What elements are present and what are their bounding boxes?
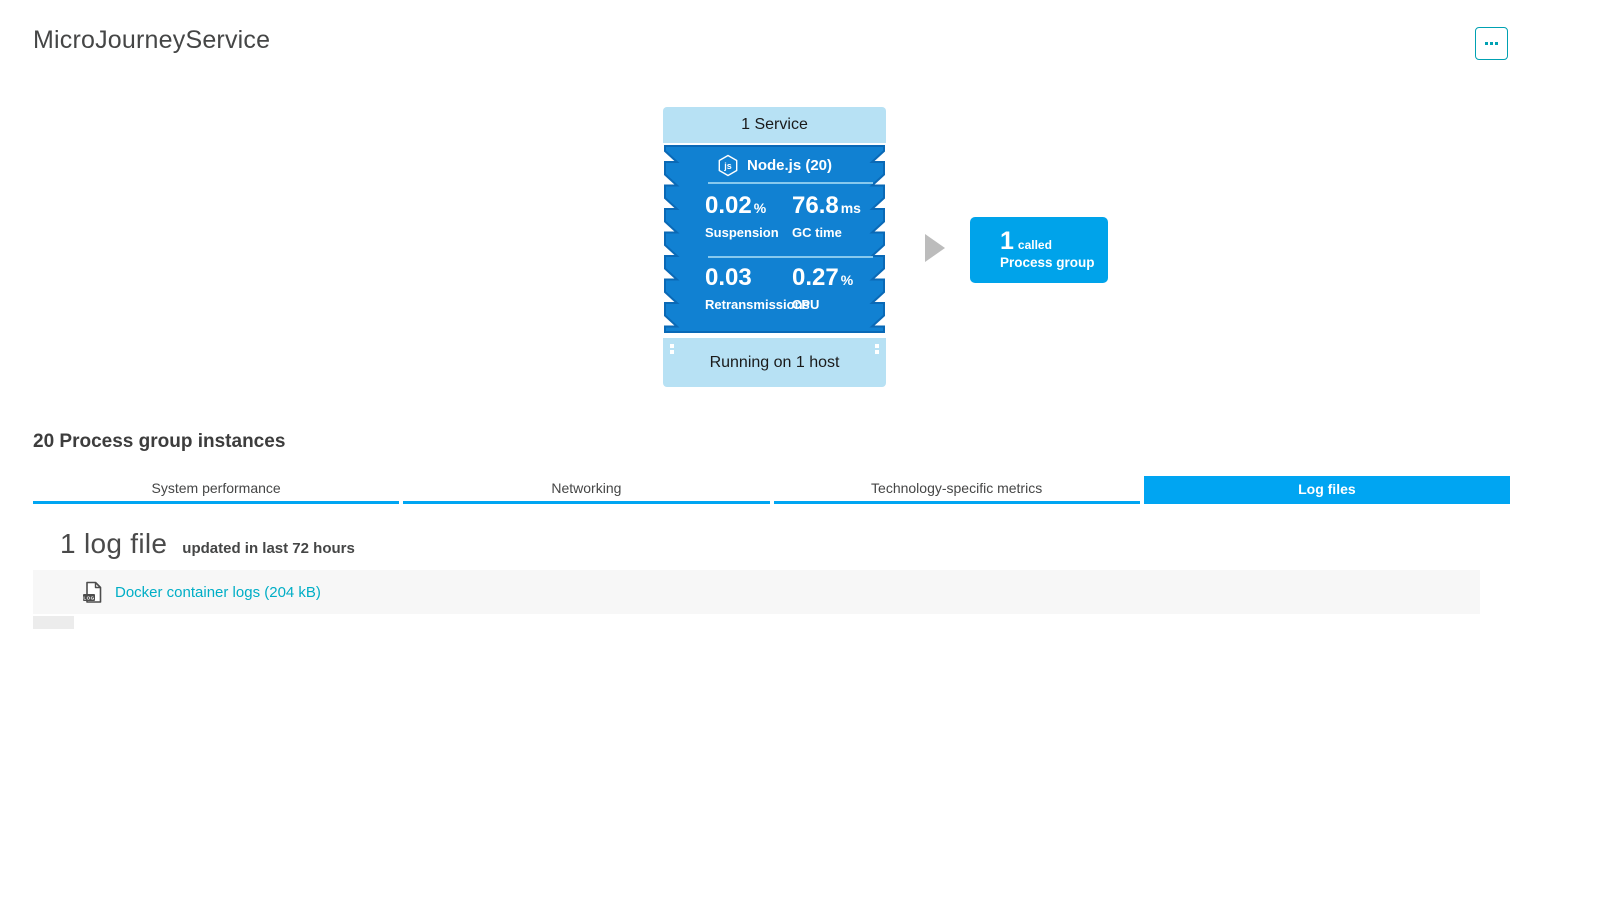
service-detail-panel[interactable]: js Node.js (20) 0.02% Suspension 76.8 ms … [663, 145, 886, 333]
log-file-row[interactable]: LOG Docker container logs (204 kB) [33, 570, 1480, 614]
metric-cpu: 0.27% CPU [792, 264, 854, 312]
more-button[interactable] [1475, 27, 1508, 60]
tab-log-files[interactable]: Log files [1143, 476, 1510, 504]
log-section-header: 1 log file updated in last 72 hours [60, 528, 355, 560]
process-group-count: 1 [1000, 227, 1014, 255]
tab-networking[interactable]: Networking [403, 476, 770, 504]
tab-technology-specific-metrics[interactable]: Technology-specific metrics [773, 476, 1140, 504]
drag-handle-dots-icon [875, 344, 879, 354]
partial-next-row [33, 616, 74, 629]
svg-text:LOG: LOG [83, 595, 94, 600]
page-title: MicroJourneyService [33, 26, 271, 54]
service-panel-content: js Node.js (20) 0.02% Suspension 76.8 ms … [663, 145, 886, 333]
log-file-count: 1 log file [60, 528, 168, 559]
nodejs-icon: js [718, 154, 738, 177]
process-group-text: 1 called Process group [1000, 228, 1095, 270]
log-file-link[interactable]: Docker container logs (204 kB) [115, 583, 321, 601]
service-count-header[interactable]: 1 Service [663, 107, 886, 143]
process-group-label: Process group [1000, 255, 1095, 270]
divider [708, 256, 873, 258]
tab-system-performance[interactable]: System performance [33, 476, 400, 504]
metric-suspension: 0.02% Suspension [705, 192, 779, 240]
ellipsis-icon [1485, 42, 1498, 45]
tab-bar: System performance Networking Technology… [33, 476, 1510, 504]
svg-text:js: js [723, 161, 732, 171]
host-footer[interactable]: Running on 1 host [663, 338, 886, 387]
called-process-group-box[interactable]: 1 called Process group [970, 217, 1108, 283]
technology-label: Node.js (20) [746, 157, 833, 174]
serrated-panel-shape [664, 145, 885, 333]
arrow-right-icon [925, 234, 945, 262]
process-group-count-word: called [1017, 238, 1052, 252]
host-footer-label: Running on 1 host [709, 354, 840, 371]
metric-gc-time: 76.8 ms GC time [792, 192, 861, 240]
drag-handle-dots-icon [670, 344, 674, 354]
section-heading: 20 Process group instances [33, 431, 286, 452]
log-updated-label: updated in last 72 hours [182, 540, 355, 557]
divider [708, 182, 873, 184]
log-file-icon: LOG [83, 581, 102, 603]
metric-retransmissions: 0.03 Retransmissions [705, 264, 810, 312]
